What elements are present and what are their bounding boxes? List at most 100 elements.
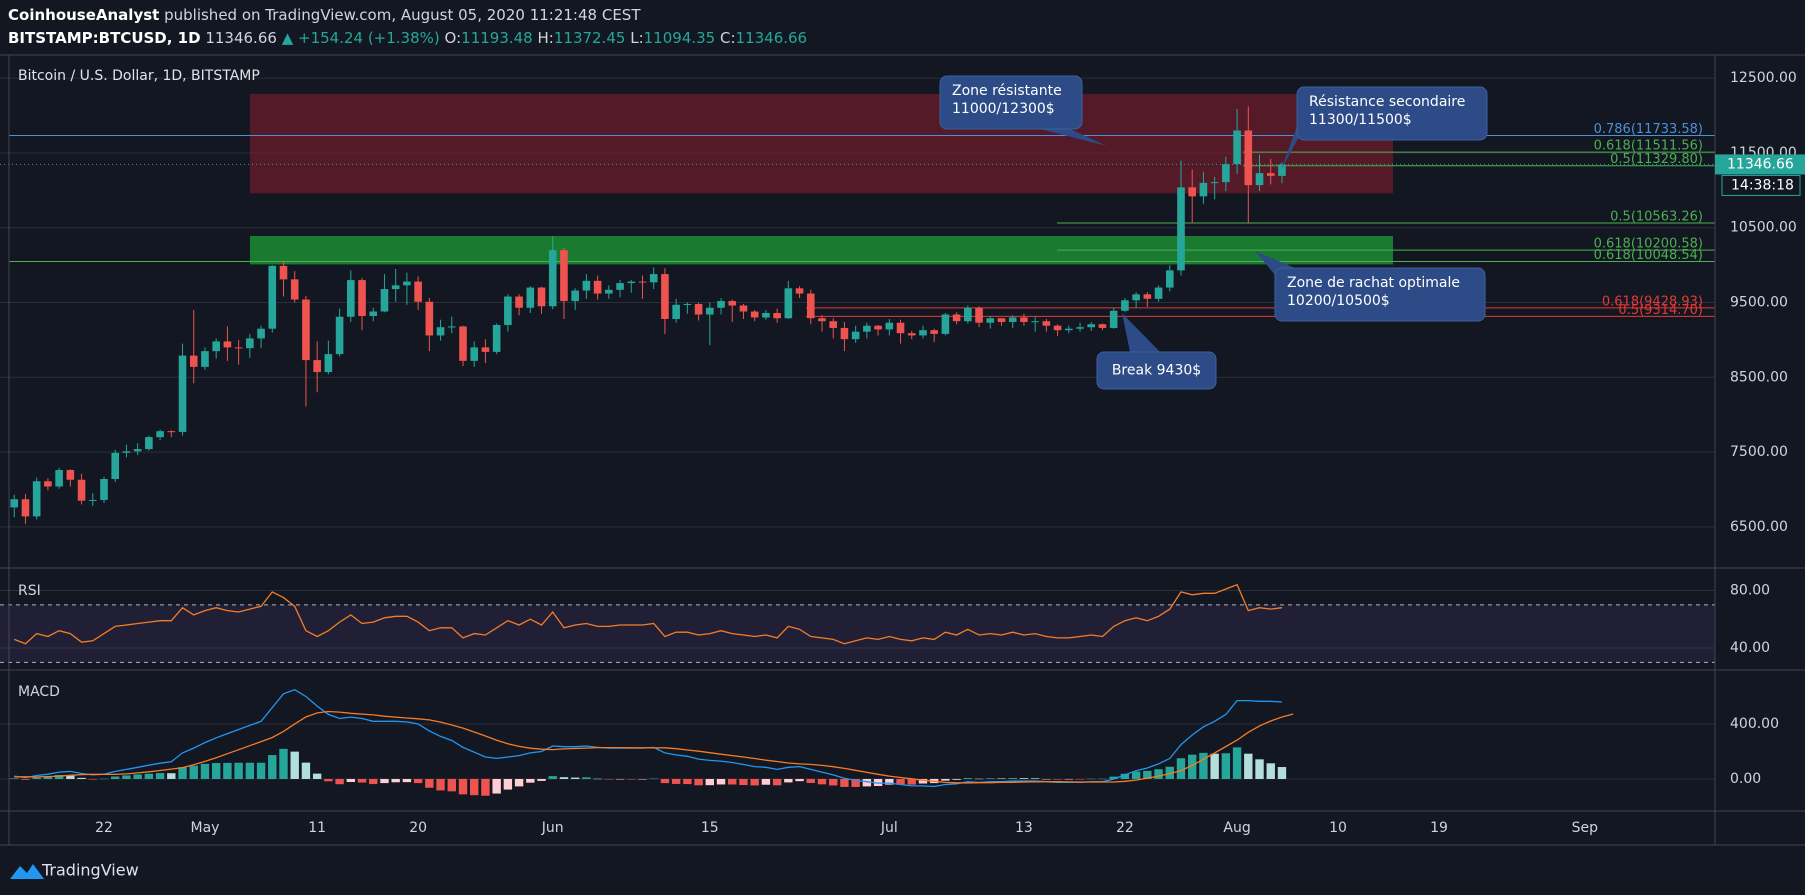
callout-text: 10200/10500$ (1287, 293, 1390, 309)
candle-body (582, 280, 591, 291)
histogram-bar (290, 751, 299, 779)
histogram-bar (380, 778, 389, 784)
candle-body (1031, 321, 1039, 323)
y-tick-label: 9500.00 (1730, 295, 1788, 311)
candle-body (189, 355, 198, 367)
header-line: BITSTAMP:BTCUSD, 1D 11346.66 ▲ +154.24 (… (8, 27, 807, 50)
histogram-bar (840, 778, 849, 787)
y-tick-label: 7500.00 (1730, 444, 1788, 460)
candle-body (964, 307, 972, 322)
histogram-bar (425, 778, 434, 788)
ohlc-value: 11193.48 (461, 29, 533, 47)
candle-body (840, 327, 849, 340)
macd-title: MACD (18, 684, 60, 700)
candle-body (907, 333, 916, 336)
candle-body (829, 321, 838, 328)
candle-body (32, 481, 41, 517)
candle-body (1199, 182, 1208, 197)
histogram-bar (1188, 754, 1197, 779)
histogram-bar (952, 778, 961, 780)
histogram-bar (211, 763, 221, 779)
candle-body (391, 285, 400, 290)
candle-body (1233, 130, 1241, 165)
macd-pane (10, 688, 1294, 796)
histogram-bar (1008, 778, 1017, 779)
candle-body (694, 304, 703, 315)
histogram-bar (761, 778, 771, 785)
rsi-title: RSI (18, 583, 41, 599)
callout-box (1296, 86, 1488, 141)
y-tick-label: 400.00 (1730, 716, 1779, 732)
symbol: BITSTAMP:BTCUSD, 1D (8, 29, 201, 47)
ohlc-label: O: (444, 29, 462, 47)
candle-body (414, 281, 422, 302)
candle-body (975, 307, 983, 323)
candle-body (1266, 173, 1275, 176)
countdown-box (1721, 174, 1801, 196)
candle-body (122, 451, 131, 453)
change: ▲ +154.24 (+1.38%) (281, 29, 440, 47)
candle-body (526, 287, 535, 308)
candle-body (750, 311, 759, 318)
fib-label: 0.5(11329.80) (1610, 152, 1703, 167)
histogram-bar (986, 778, 995, 779)
histogram-bar (694, 778, 703, 786)
histogram-bar (223, 762, 232, 779)
candle-body (133, 449, 142, 452)
histogram-bar (346, 778, 356, 783)
histogram-bar (32, 777, 41, 779)
x-tick-label: 19 (1430, 820, 1448, 836)
fib-label: 0.786(11733.58) (1594, 122, 1703, 137)
histogram-bar (43, 776, 53, 779)
y-tick-label: 6500.00 (1730, 519, 1788, 535)
candle-body (111, 452, 120, 480)
price-tag-label: 11346.66 (1727, 156, 1794, 172)
histogram-bar (77, 777, 86, 779)
ohlc-value: 11346.66 (735, 29, 808, 47)
histogram-bar (1221, 753, 1231, 779)
histogram-bar (402, 778, 412, 783)
candle-body (380, 289, 389, 312)
histogram-bar (54, 774, 64, 779)
y-tick-label: 80.00 (1730, 582, 1770, 598)
histogram-bar (941, 778, 950, 781)
y-tick-label: 40.00 (1730, 640, 1770, 656)
candle-body (313, 360, 321, 373)
candle-body (661, 274, 669, 319)
candle-body (201, 351, 209, 367)
histogram-bar (10, 778, 19, 779)
candle-body (10, 499, 19, 508)
histogram-bar (907, 778, 916, 785)
fib-label: 0.618(9428.93) (1602, 294, 1703, 309)
candle-body (885, 322, 894, 330)
fib-label: 0.5(9314.70) (1618, 303, 1703, 318)
candle-body (571, 290, 579, 302)
candle-body (1042, 321, 1051, 326)
candle-body (627, 281, 636, 284)
candle-body (548, 250, 557, 307)
candle-body (459, 326, 467, 361)
histogram-bar (997, 778, 1006, 779)
candle-body (773, 312, 781, 319)
rsi-line (13, 583, 1283, 645)
footer-brand: TradingView (41, 861, 139, 880)
header-line: CoinhouseAnalyst published on TradingVie… (8, 4, 807, 27)
histogram-bar (918, 778, 928, 784)
ohlc-value: 11372.45 (553, 29, 626, 47)
histogram-bar (537, 778, 546, 781)
candle-body (212, 341, 220, 352)
histogram-bar (817, 778, 827, 785)
ohlc-label: C: (720, 29, 736, 47)
candle-body (1121, 300, 1129, 311)
histogram-bar (1064, 778, 1074, 780)
candle-body (560, 250, 568, 302)
candle-body (436, 327, 445, 336)
histogram-bar (851, 778, 860, 787)
price: 11346.66 (205, 29, 277, 47)
footer-logo: TradingView (10, 861, 139, 880)
histogram-bar (268, 755, 277, 779)
x-tick-label: Aug (1223, 820, 1250, 836)
candle-body (616, 283, 624, 290)
